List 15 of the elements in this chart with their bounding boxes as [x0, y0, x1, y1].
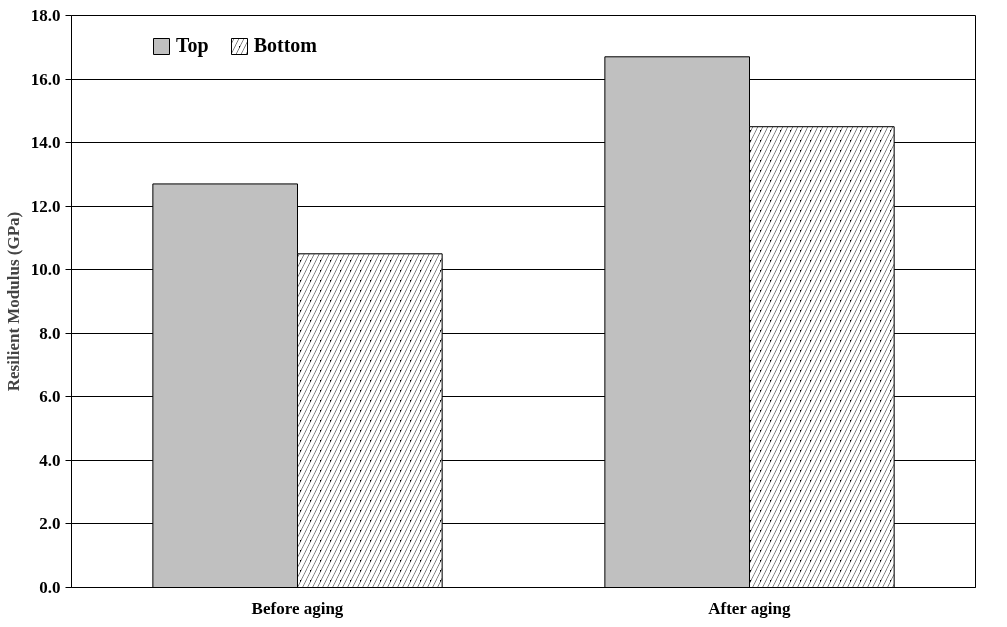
y-tick-label: 16.0	[30, 69, 61, 89]
y-tick-label: 4.0	[39, 450, 61, 470]
y-tick-label: 12.0	[30, 196, 61, 216]
y-tick-label: 18.0	[30, 6, 61, 25]
y-tick-label: 2.0	[39, 514, 61, 534]
y-tick-label: 6.0	[39, 387, 61, 407]
y-tick-label: 10.0	[30, 260, 61, 280]
x-tick-label: Before aging	[251, 598, 344, 618]
legend-label: Top	[176, 34, 209, 57]
y-axis-title: Resilient Modulus (GPa)	[3, 211, 23, 392]
y-tick-label: 8.0	[39, 323, 61, 343]
y-tick-label: 14.0	[30, 133, 61, 153]
x-tick-label: After aging	[708, 598, 791, 618]
legend-label: Bottom	[253, 34, 317, 57]
y-tick-label: 0.0	[39, 578, 61, 597]
